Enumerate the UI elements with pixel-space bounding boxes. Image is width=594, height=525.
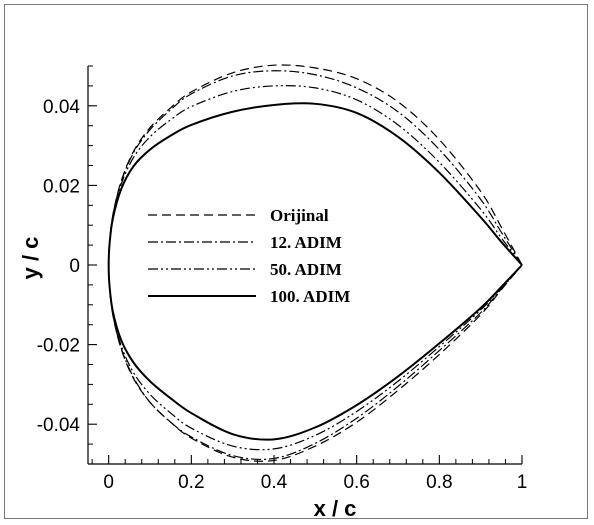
- x-tick-label: 0.6: [343, 472, 369, 493]
- x-tick-label: 0: [103, 472, 114, 493]
- y-tick-label: -0.02: [37, 336, 80, 357]
- legend-label-1: Orijinal: [270, 206, 329, 225]
- series-line-3: [108, 85, 523, 451]
- legend-label-3: 50. ADIM: [270, 260, 342, 279]
- y-tick-label: 0.04: [43, 97, 80, 118]
- y-tick-label: -0.04: [37, 415, 81, 436]
- y-tick-label: 0.02: [43, 176, 80, 197]
- y-tick-label: 0: [69, 256, 80, 277]
- x-axis-title: x / c: [314, 496, 357, 521]
- ticks: 0 0.2 0.4 0.6 0.8 1 0.04 0.02 0 -0.02 -0.04: [37, 65, 528, 493]
- x-tick-label: 1: [517, 472, 528, 493]
- legend-label-2: 12. ADIM: [270, 233, 342, 252]
- legend: Orijinal 12. ADIM 50. ADIM 100. ADIM: [148, 206, 350, 306]
- legend-label-4: 100. ADIM: [270, 287, 350, 306]
- chart-frame: [4, 4, 588, 519]
- y-axis-title: y / c: [18, 237, 43, 280]
- x-tick-label: 0.4: [261, 472, 288, 493]
- x-tick-label: 0.2: [178, 472, 204, 493]
- x-tick-label: 0.8: [426, 472, 452, 493]
- series-line-4: [107, 102, 523, 441]
- series-layer: [107, 64, 523, 462]
